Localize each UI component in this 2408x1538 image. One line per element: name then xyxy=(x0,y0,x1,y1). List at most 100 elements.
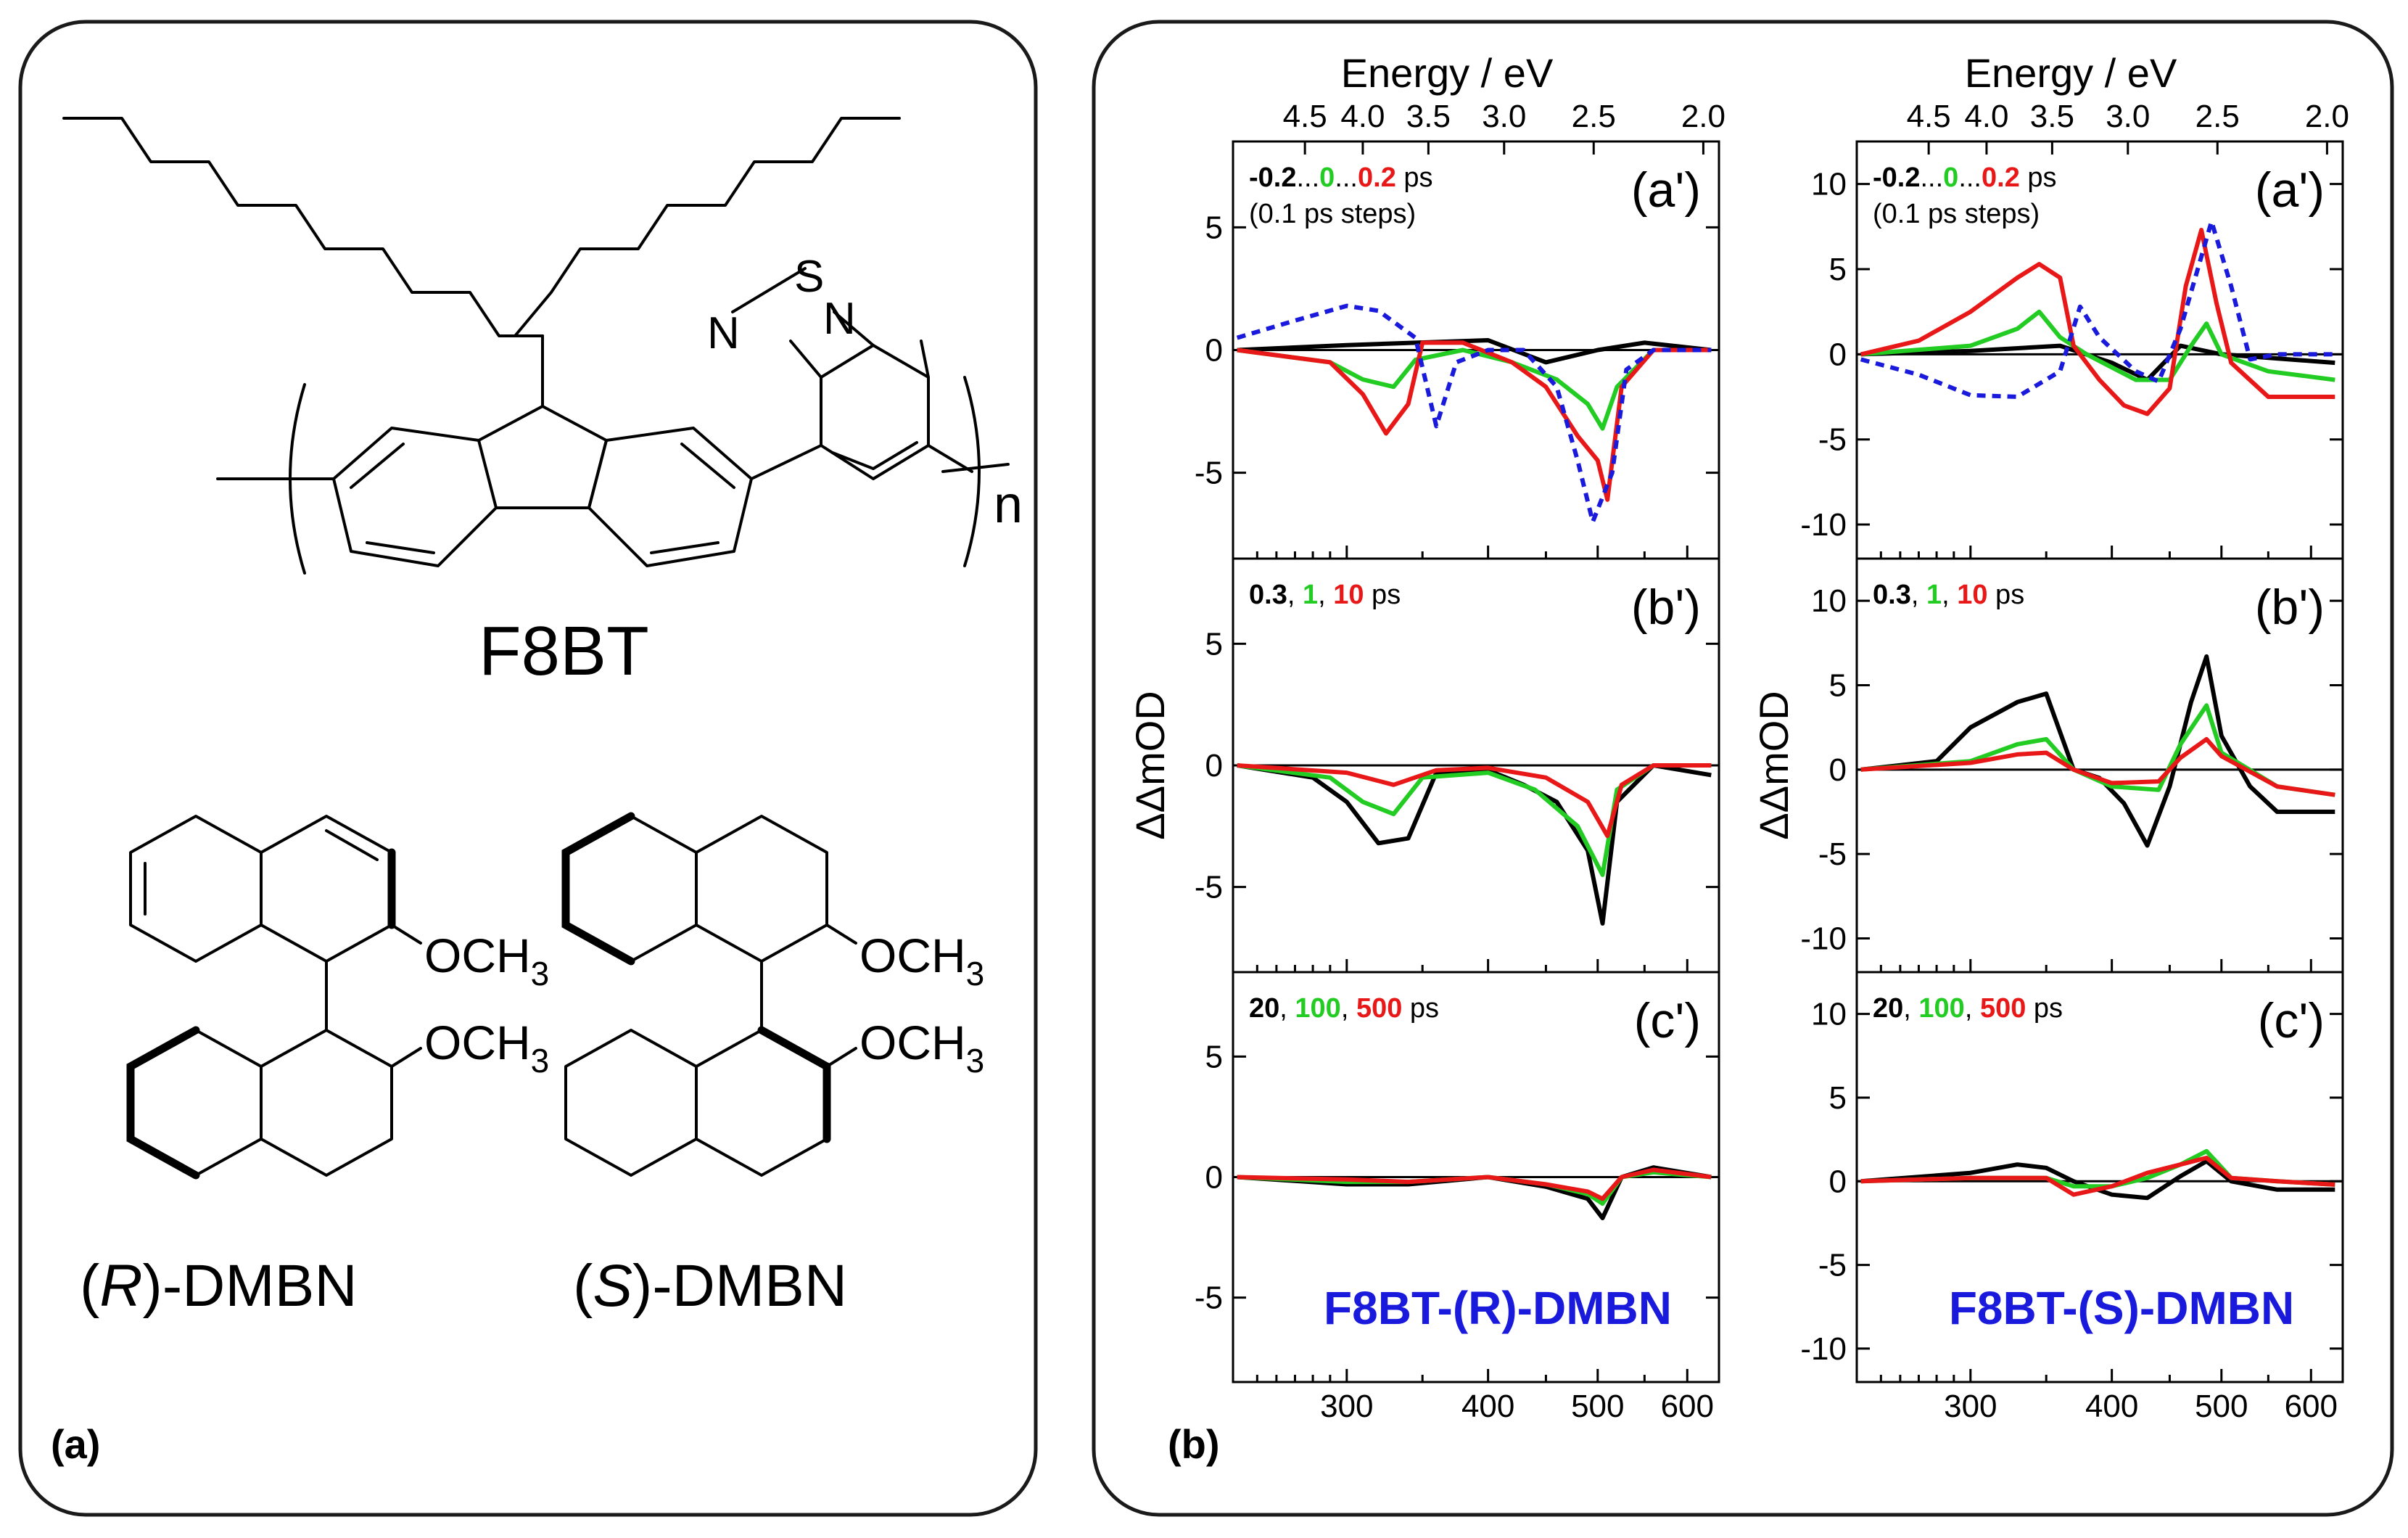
y-tick-label: 0 xyxy=(1205,1160,1223,1196)
panel-b-frame xyxy=(1092,20,2394,1517)
chart-s-5: 10 5 0 -5 -10 300 400 500 600 (c') 20, 100, 500 ps… xyxy=(1800,971,2344,1424)
svg-text:OCH3: OCH3 xyxy=(424,929,549,992)
r-dmbn-structure: OCH3 OCH3 xyxy=(126,815,549,1180)
top-tick-label: 3.5 xyxy=(2030,99,2074,134)
panel-title: (a') xyxy=(2255,163,2325,218)
legend: -0.2...0...0.2 ps xyxy=(1249,163,1433,193)
top-tick-label: 4.5 xyxy=(1283,99,1327,134)
top-axis-title: Energy / eV xyxy=(1341,50,1554,96)
y-tick-label: -5 xyxy=(1818,836,1847,872)
repeat-n: n xyxy=(994,476,1023,534)
y-tick-label: 0 xyxy=(1829,1164,1847,1199)
y-axis-title: ΔΔmOD xyxy=(1127,691,1173,839)
top-tick-label: 2.5 xyxy=(2195,99,2240,134)
series--0-2-ps xyxy=(1860,343,2335,382)
y-tick-label: -10 xyxy=(1800,1331,1847,1367)
r-ome-1: OCH xyxy=(424,929,531,982)
fluorene-right-ring xyxy=(587,427,753,567)
plot-frame xyxy=(1855,971,2344,1383)
panel-title: (c') xyxy=(1634,993,1701,1048)
y-tick-label: 10 xyxy=(1811,167,1847,202)
legend: 20, 100, 500 ps xyxy=(1873,993,2063,1024)
y-tick-label: 5 xyxy=(1205,1039,1223,1074)
chart-r-0: 5 0 -5 4.5 4.0 3.5 3.0 2.5 2.0 Energy / eV (a') -0.… xyxy=(1195,50,1725,560)
y-tick-label: -5 xyxy=(1818,1248,1847,1283)
x-tick-label: 500 xyxy=(2195,1389,2248,1424)
svg-text:OCH3: OCH3 xyxy=(424,1016,549,1080)
top-tick-label: 4.0 xyxy=(1964,99,2008,134)
s-ome-1: OCH xyxy=(859,929,966,982)
y-tick-label: 0 xyxy=(1829,337,1847,372)
spectra-charts: 5 0 -5 4.5 4.0 3.5 3.0 2.5 2.0 Energy / eV (a') -0.… xyxy=(1127,50,2349,1424)
y-tick-label: 10 xyxy=(1811,997,1847,1032)
series-0-2-ps xyxy=(1860,228,2335,416)
y-tick-label: -5 xyxy=(1195,870,1223,905)
top-axis-title: Energy / eV xyxy=(1965,50,2177,96)
fluorene-left-ring xyxy=(332,427,498,567)
top-tick-label: 3.0 xyxy=(2106,99,2150,134)
s-ome-2: OCH xyxy=(859,1016,966,1069)
r-ome-2: OCH xyxy=(424,1016,531,1069)
top-tick-label: 2.0 xyxy=(2305,99,2349,134)
chart-s-3: 10 5 0 -5 -10 4.5 4.0 3.5 3.0 2.5 2.0 Energy / eV (a… xyxy=(1800,50,2349,560)
x-tick-label: 600 xyxy=(1661,1389,1714,1424)
s-dmbn-name: (S)-DMBN xyxy=(573,1253,847,1319)
chart-r-1: 5 0 -5 ΔΔmOD (b') 0.3, 1, 10 ps xyxy=(1127,557,1720,974)
y-tick-label: 0 xyxy=(1829,752,1847,788)
y-tick-label: 5 xyxy=(1829,252,1847,287)
series-0-ps xyxy=(1860,309,2335,382)
legend: 20, 100, 500 ps xyxy=(1249,993,1439,1024)
x-tick-label: 300 xyxy=(1944,1389,1997,1424)
y-tick-label: 0 xyxy=(1205,748,1223,784)
chart-r-2: 5 0 -5 300 400 500 600 (c') 20, 100, 500 ps F8BT-… xyxy=(1195,971,1720,1424)
svg-text:OCH3: OCH3 xyxy=(859,1016,984,1080)
alkyl-chain-2 xyxy=(514,117,901,337)
f8bt-structure: S N N n xyxy=(62,117,1023,575)
legend: 0.3, 1, 10 ps xyxy=(1873,580,2024,610)
y-tick-label: 5 xyxy=(1829,667,1847,703)
y-tick-label: 5 xyxy=(1205,210,1223,245)
top-tick-label: 2.5 xyxy=(1572,99,1616,134)
y-tick-label: 5 xyxy=(1829,1080,1847,1116)
series-0-2-ps xyxy=(1237,340,1712,502)
series-steady-state xyxy=(1860,219,2335,399)
series--0-2-ps xyxy=(1237,338,1712,365)
y-axis-title: ΔΔmOD xyxy=(1751,691,1797,839)
y-tick-label: -10 xyxy=(1800,921,1847,956)
atom-n-right: N xyxy=(823,294,856,344)
top-tick-label: 4.5 xyxy=(1907,99,1951,134)
y-tick-label: -5 xyxy=(1818,422,1847,458)
y-tick-label: 10 xyxy=(1811,583,1847,619)
y-tick-label: 0 xyxy=(1205,333,1223,369)
top-tick-label: 3.0 xyxy=(1482,99,1526,134)
bracket-right xyxy=(963,376,981,567)
series-10-ps xyxy=(1237,763,1712,839)
series-steady-state xyxy=(1236,303,1712,525)
series-1-ps xyxy=(1860,703,2335,797)
legend-note: (0.1 ps steps) xyxy=(1873,199,2040,229)
x-tick-label: 300 xyxy=(1320,1389,1373,1424)
r-dmbn-name: (R)-DMBN xyxy=(80,1253,358,1319)
sample-label: F8BT-(R)-DMBN xyxy=(1324,1282,1672,1334)
top-tick-label: 3.5 xyxy=(1406,99,1451,134)
atom-n-left: N xyxy=(707,308,740,358)
series-500-ps xyxy=(1860,1156,2335,1197)
panel-title: (b') xyxy=(2255,580,2325,635)
legend: 0.3, 1, 10 ps xyxy=(1249,580,1401,610)
series-10-ps xyxy=(1860,736,2335,797)
legend: -0.2...0...0.2 ps xyxy=(1873,163,2057,193)
y-tick-label: -5 xyxy=(1195,456,1223,491)
x-tick-label: 500 xyxy=(1571,1389,1624,1424)
y-tick-label: -5 xyxy=(1195,1280,1223,1316)
alkyl-chain-1 xyxy=(62,117,544,337)
figure-label-a: (a) xyxy=(51,1421,100,1467)
y-tick-label: -10 xyxy=(1800,507,1847,543)
panel-title: (b') xyxy=(1631,580,1701,635)
top-tick-label: 2.0 xyxy=(1681,99,1725,134)
x-tick-label: 400 xyxy=(2085,1389,2138,1424)
panel-title: (c') xyxy=(2258,993,2325,1048)
s-dmbn-structure: OCH3 OCH3 xyxy=(561,812,984,1177)
x-tick-label: 600 xyxy=(2285,1389,2338,1424)
sample-label: F8BT-(S)-DMBN xyxy=(1949,1282,2294,1334)
